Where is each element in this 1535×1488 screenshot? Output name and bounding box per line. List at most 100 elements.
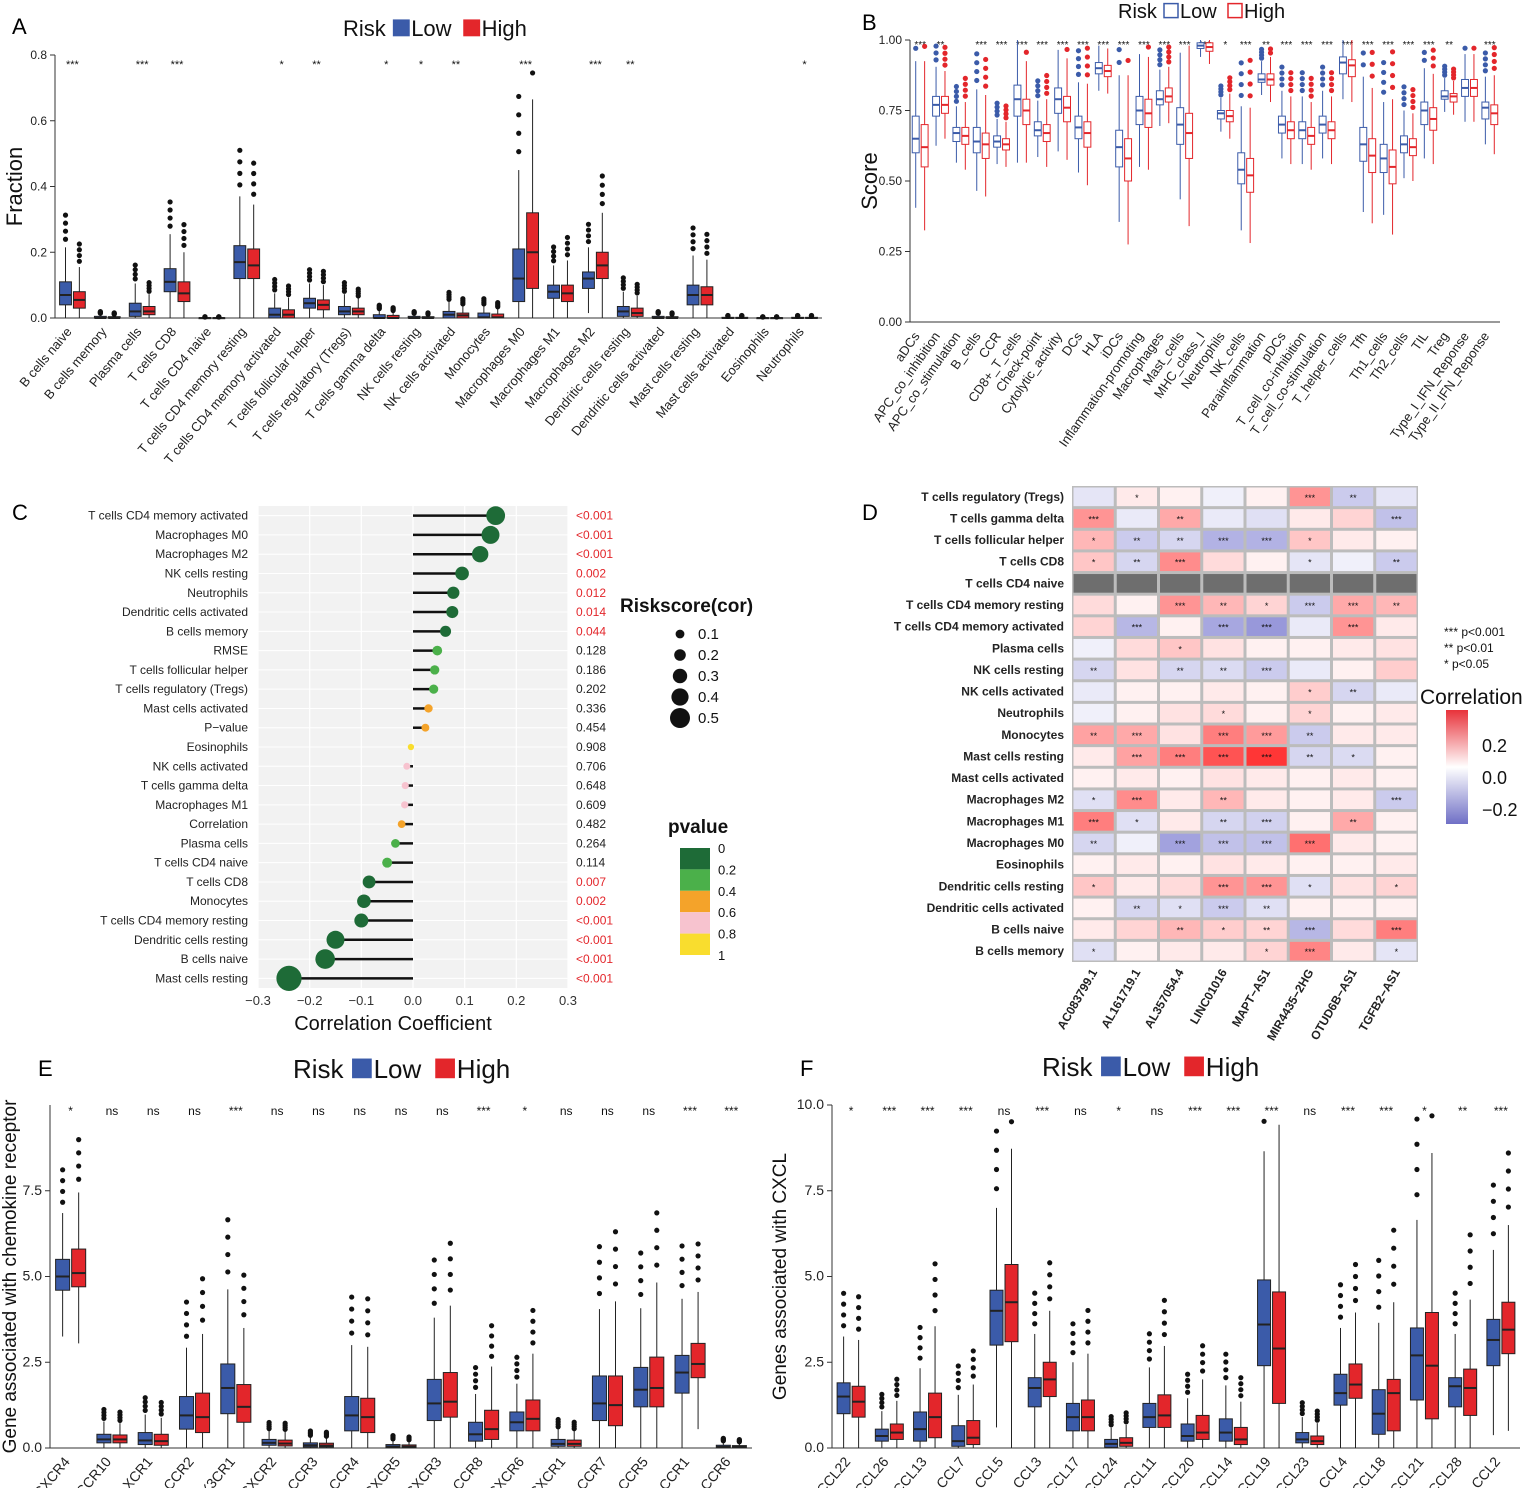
heatmap-cell [1289,941,1330,961]
high-box [526,212,540,289]
significance-label: *** [1036,40,1048,51]
legend-low-label: Low [411,16,451,41]
low-outlier [841,1312,847,1318]
color-legend-swatch [680,912,710,934]
low-outlier [1279,82,1285,88]
low-box [989,1289,1004,1346]
high-outlier [1084,54,1090,60]
low-outlier [237,159,243,165]
low-outlier [1146,1347,1152,1354]
high-box [1501,1301,1516,1355]
heatmap-cell [1376,768,1417,788]
heatmap-cell [1376,617,1417,636]
heatmap-cell-sig: *** [1305,493,1316,503]
high-outlier [983,74,989,80]
significance-label: *** [477,1104,491,1118]
high-outlier [669,310,675,316]
category-label: CXCR5 [361,1453,404,1488]
high-outlier [1491,65,1497,71]
heatmap-cell [1333,833,1374,853]
significance-label: ns [560,1104,573,1118]
significance-label: *** [1341,1104,1355,1118]
significance-label: * [1223,40,1227,51]
high-outlier [1227,83,1233,89]
high-outlier [1429,1113,1435,1119]
heatmap-cell [1073,703,1114,723]
heatmap-cell [1203,768,1244,788]
high-outlier [856,1315,862,1321]
high-box [1347,59,1356,78]
high-outlier [323,1429,330,1435]
significance-label: *** [683,1104,697,1118]
high-outlier [1238,1387,1244,1393]
heatmap-cell [1160,898,1201,918]
high-outlier [181,228,187,235]
heatmap-cell-sig: * [1178,904,1182,914]
heatmap-row-label: Macrophages M1 [967,814,1065,828]
sig-legend-item: * p<0.05 [1444,657,1489,671]
significance-label: * [1116,1104,1121,1118]
heatmap-cell-sig: *** [1175,752,1186,762]
low-outlier [879,1400,885,1406]
low-outlier [1299,1407,1305,1413]
low-box [836,1382,851,1415]
low-outlier [1299,70,1305,76]
high-outlier [1003,111,1009,117]
low-outlier [1452,1321,1458,1327]
low-outlier [1146,1331,1152,1337]
high-outlier [1430,55,1436,61]
legend-title: Risk [293,1054,345,1084]
high-outlier [983,83,989,89]
high-outlier [808,312,815,319]
low-box [512,248,526,303]
high-outlier [1505,1150,1511,1156]
p-value-label: 0.012 [576,586,606,600]
high-outlier [1328,70,1335,76]
significance-label: *** [1240,40,1252,51]
high-outlier [1161,1309,1167,1315]
high-outlier [856,1294,862,1300]
high-outlier [1267,50,1274,56]
low-outlier [974,51,980,57]
low-box [972,126,981,154]
low-outlier [472,1384,479,1390]
low-box [1481,101,1490,120]
legend-title: Risk [1118,1,1158,23]
high-outlier [1430,47,1436,53]
low-outlier [1035,83,1041,89]
heatmap-cell-sig: ** [1220,796,1228,806]
heatmap-cell-sig: ** [1133,904,1141,914]
heatmap-cell [1160,920,1201,939]
heatmap-cell-sig: *** [1305,926,1316,936]
high-outlier [1085,1340,1091,1346]
high-outlier [1410,104,1416,110]
heatmap-cell-sig: * [1178,644,1182,654]
low-outlier [390,1433,396,1439]
heatmap-col-label: AL161719.1 [1098,966,1143,1030]
high-outlier [1200,1359,1206,1366]
y-axis-label: Fraction [2,147,27,226]
legend-low-label: Low [1180,1,1217,23]
high-box [525,1399,541,1432]
high-outlier [365,1320,371,1326]
low-outlier [679,1243,685,1249]
heatmap-cell-sig: *** [1132,731,1143,741]
significance-label: *** [1118,40,1130,51]
heatmap-cell [1333,682,1374,701]
heatmap-cell [1073,660,1114,680]
x-tick-label: 0.1 [456,993,474,1008]
low-outlier [1070,1350,1076,1356]
high-outlier [1352,1297,1359,1304]
low-outlier [225,1269,231,1275]
heatmap-cell [1333,920,1374,939]
heatmap-cell [1376,509,1417,528]
low-outlier [62,212,69,218]
heatmap-cell-sig: *** [1132,796,1143,806]
x-tick-label: −0.2 [297,993,323,1008]
category-label: CCR6 [697,1453,734,1488]
high-outlier [1003,107,1009,113]
color-legend-label: 0.4 [718,884,736,899]
low-outlier [1279,64,1285,70]
heatmap-cell [1289,487,1330,507]
low-outlier [446,289,452,295]
